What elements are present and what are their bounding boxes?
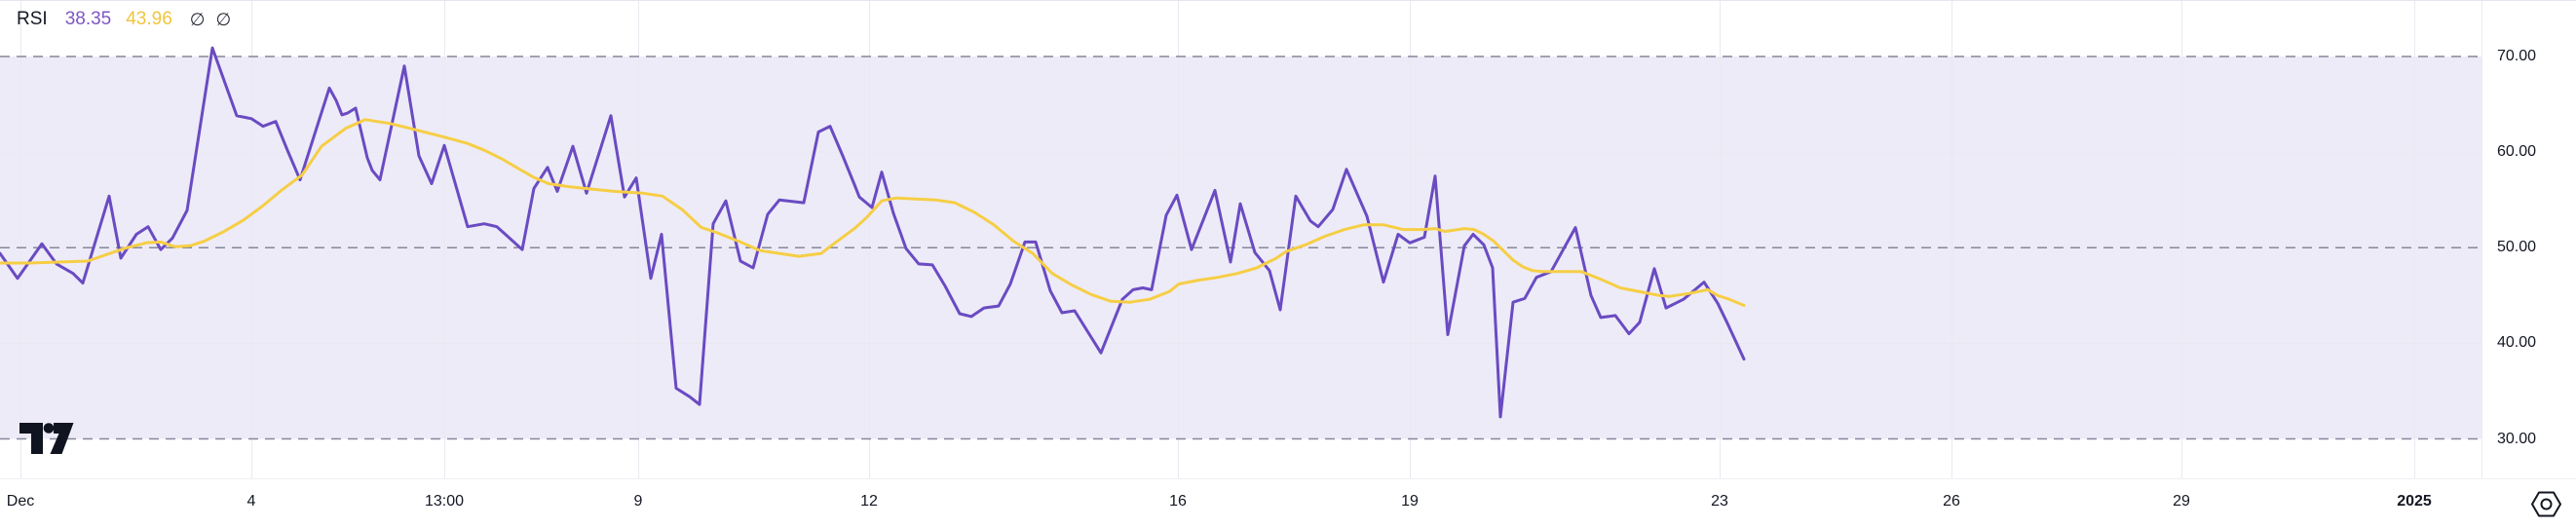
price-axis-label: 40.00	[2497, 334, 2537, 352]
time-axis-label: 16	[1169, 493, 1187, 510]
rsi-ma-value: 43.96	[126, 9, 172, 29]
time-axis-label: Dec	[6, 493, 35, 510]
time-axis-label: 19	[1401, 493, 1419, 510]
indicator-title: RSI	[17, 9, 48, 29]
price-axis-label: 60.00	[2497, 143, 2537, 161]
time-axis-label: 12	[860, 493, 878, 510]
price-axis[interactable]: 70.00 60.00 50.00 40.00 30.00	[2481, 1, 2576, 478]
time-axis-label: 4	[246, 493, 256, 510]
price-axis-label: 30.00	[2497, 430, 2537, 447]
rsi-smoothing-line	[0, 118, 1746, 307]
empty-set-icon: ∅	[189, 10, 206, 29]
price-axis-label: 50.00	[2497, 239, 2537, 256]
time-axis-label: 26	[1943, 493, 1960, 510]
gear-hex-outline	[2531, 491, 2561, 517]
time-axis-label: 2025	[2397, 493, 2432, 510]
rsi-line	[0, 46, 1746, 419]
price-axis-label: 70.00	[2497, 48, 2537, 64]
gear-hub-circle	[2540, 498, 2553, 510]
indicator-legend[interactable]: RSI 38.35 43.96 ∅ ∅	[17, 8, 242, 31]
time-axis-label: 13:00	[424, 493, 465, 510]
time-axis-label: 9	[633, 493, 643, 510]
settings-gear-icon[interactable]	[2530, 490, 2562, 518]
time-axis-label: 29	[2173, 493, 2190, 510]
tradingview-logo[interactable]	[19, 423, 74, 455]
time-axis[interactable]: Dec 4 13:00 9 12 16 19 23 26 29 2025	[0, 478, 2576, 529]
rsi-value: 38.35	[64, 9, 112, 29]
empty-set-icon: ∅	[215, 10, 232, 29]
tradingview-logo-mark	[19, 423, 74, 454]
rsi-chart-canvas[interactable]	[0, 1, 2481, 478]
time-axis-label: 23	[1711, 493, 1728, 510]
